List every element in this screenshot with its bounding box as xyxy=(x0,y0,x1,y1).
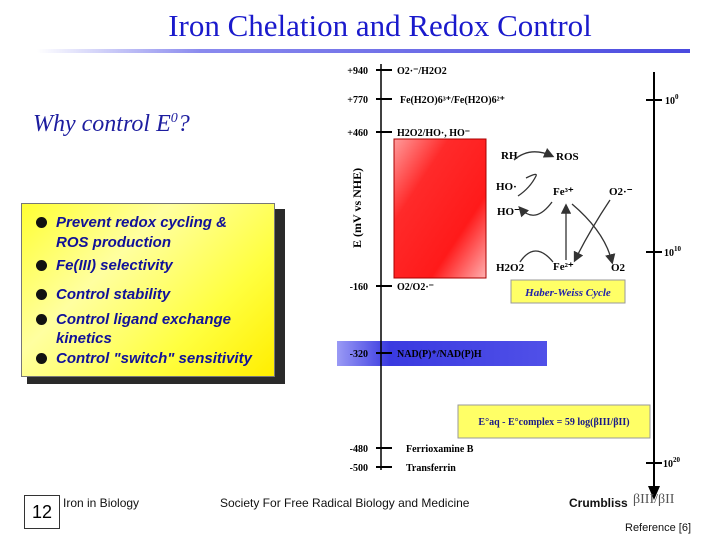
bullet-item: Fe(III) selectivity xyxy=(36,257,173,274)
title-underline xyxy=(37,49,690,53)
species-rh: RH xyxy=(501,150,518,162)
beta-tick-label: 1020 xyxy=(663,456,681,470)
equation-text: E°aq - E°complex = 59 log(βIII/βII) xyxy=(478,417,629,428)
bullet-item: Control ligand exchange xyxy=(36,311,232,328)
species-h2o2: H2O2 xyxy=(496,262,525,274)
cycle-caption: Haber-Weiss Cycle xyxy=(524,287,611,299)
potential-value: -480 xyxy=(350,444,368,455)
species-fe3: Fe³⁺ xyxy=(553,186,574,198)
arrow-rh-to-ros xyxy=(513,148,555,161)
red-region xyxy=(393,138,487,279)
slide-number: 12 xyxy=(24,495,60,529)
footer-society: Society For Free Radical Biology and Med… xyxy=(220,496,470,510)
nadph-band xyxy=(337,341,547,366)
bullet-item: ROS production xyxy=(56,234,171,251)
axis-label: E (mV vs NHE) xyxy=(350,168,364,248)
footer-author: Crumbliss xyxy=(569,496,628,510)
subtitle-superscript: 0 xyxy=(170,111,178,126)
subtitle-text: Why control E xyxy=(33,111,171,137)
bullet-dot xyxy=(36,314,47,325)
couple-label: NAD(P)⁺/NAD(P)H xyxy=(397,349,482,360)
bullet-text: Control "switch" sensitivity xyxy=(56,350,252,367)
bullet-text: ROS production xyxy=(56,234,171,251)
potential-value: +460 xyxy=(347,128,368,139)
bullet-text: Control ligand exchange xyxy=(56,311,232,328)
couple-label: Ferrioxamine B xyxy=(406,444,474,455)
species-ros: ROS xyxy=(556,151,579,163)
species-superoxide: O2·⁻ xyxy=(609,186,633,198)
footer-course: Iron in Biology xyxy=(63,496,140,510)
arrow-superoxide-to-o2 xyxy=(571,203,616,265)
bullet-item: Prevent redox cycling & xyxy=(36,214,227,231)
potential-value: +770 xyxy=(347,95,368,106)
couple-label: O2·⁻/H2O2 xyxy=(397,66,447,77)
bullet-item: Control "switch" sensitivity xyxy=(36,350,252,367)
arrow-ho-to-rh xyxy=(517,173,537,197)
couple-label: Fe(H2O)6³⁺/Fe(H2O)6²⁺ xyxy=(400,95,505,106)
reference-note: Reference [6] xyxy=(625,522,692,534)
species-hydroxide: HO⁻ xyxy=(497,206,520,218)
bullet-dot xyxy=(36,353,47,364)
bullet-dot xyxy=(36,289,47,300)
arrow-fe3-to-ho xyxy=(518,201,553,218)
species-fe2: Fe²⁺ xyxy=(553,261,574,273)
species-o2: O2 xyxy=(611,262,626,274)
potential-value: -500 xyxy=(350,463,368,474)
subtitle-suffix: ? xyxy=(177,111,190,137)
couple-label: H2O2/HO·, HO⁻ xyxy=(397,128,470,139)
bullet-text: kinetics xyxy=(56,330,112,347)
bullet-box: Prevent redox cycling & ROS production F… xyxy=(21,203,275,377)
bullet-dot xyxy=(36,217,47,228)
subtitle: Why control E0? xyxy=(33,111,190,138)
bullet-text: Control stability xyxy=(56,286,171,303)
beta-tick-label: 1010 xyxy=(664,245,682,259)
couple-label: O2/O2·⁻ xyxy=(397,282,434,293)
potential-value: -320 xyxy=(350,349,368,360)
footer-beta: βIII/βII xyxy=(633,492,675,507)
potential-value: +940 xyxy=(347,66,368,77)
species-ho-radical: HO· xyxy=(496,181,517,193)
stability-axis-arrow xyxy=(648,486,660,500)
potential-value: -160 xyxy=(350,282,368,293)
cycle-caption-box xyxy=(510,279,626,304)
couple-label: Transferrin xyxy=(406,463,456,474)
bullet-item: kinetics xyxy=(56,330,112,347)
bullet-text: Prevent redox cycling & xyxy=(56,214,227,231)
bullet-item: Control stability xyxy=(36,286,171,303)
equation-box xyxy=(457,404,651,439)
bullet-text: Fe(III) selectivity xyxy=(56,257,173,274)
arrow-superoxide-to-fe2 xyxy=(573,199,611,263)
beta-tick-label: 100 xyxy=(665,93,679,107)
bullet-dot xyxy=(36,260,47,271)
arrow-h2o2-to-fe2 xyxy=(519,250,554,263)
slide-title: Iron Chelation and Redox Control xyxy=(168,8,592,43)
